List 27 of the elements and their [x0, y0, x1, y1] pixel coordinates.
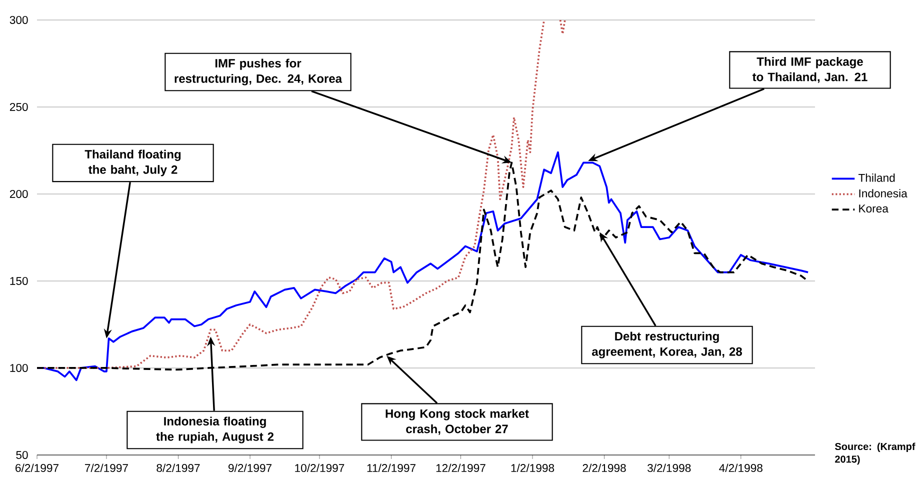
x-tick-label: 6/2/1997: [16, 464, 58, 472]
y-tick-label: 250: [10, 102, 28, 111]
source-note: Source: (Krampf 2015): [835, 442, 916, 465]
annotation: Debt restructuring agreement, Korea, Jan, 28: [592, 332, 742, 358]
y-tick-label: 300: [10, 16, 28, 24]
annotation: IMF pushes for restructuring, Dec. 24, Korea: [174, 58, 342, 86]
x-tick-label: 7/2/1997: [85, 464, 128, 472]
x-tick-label: 9/2/1997: [228, 464, 272, 472]
x-tick-label: 11/2/1997: [367, 464, 416, 472]
y-tick-label: 150: [10, 276, 28, 285]
x-tick-label: 1/2/1998: [511, 464, 554, 472]
x-tick-label: 10/2/1997: [295, 464, 344, 472]
legend-label: Thiland: [858, 174, 895, 182]
x-tick-label: 2/2/1998: [582, 464, 626, 472]
y-tick-label: 200: [10, 190, 28, 198]
legend-label: Indonesia: [859, 189, 908, 198]
x-tick-label: 8/2/1997: [156, 464, 200, 472]
annotation: Thailand floating the baht, July 2: [84, 150, 181, 176]
x-tick-label: 3/2/1998: [648, 464, 691, 472]
annotation: Indonesia floating the rupiah, August 2: [156, 416, 274, 444]
x-tick-label: 4/2/1998: [719, 464, 762, 472]
annotation: Hong Kong stock market crash, October 27: [386, 409, 529, 435]
x-tick-label: 12/2/1997: [436, 464, 486, 472]
annotation: Third IMF package to Thailand, Jan. 21: [752, 57, 868, 83]
legend-label: Korea: [859, 204, 888, 213]
y-tick-label: 50: [16, 450, 28, 459]
y-tick-label: 100: [10, 364, 28, 372]
